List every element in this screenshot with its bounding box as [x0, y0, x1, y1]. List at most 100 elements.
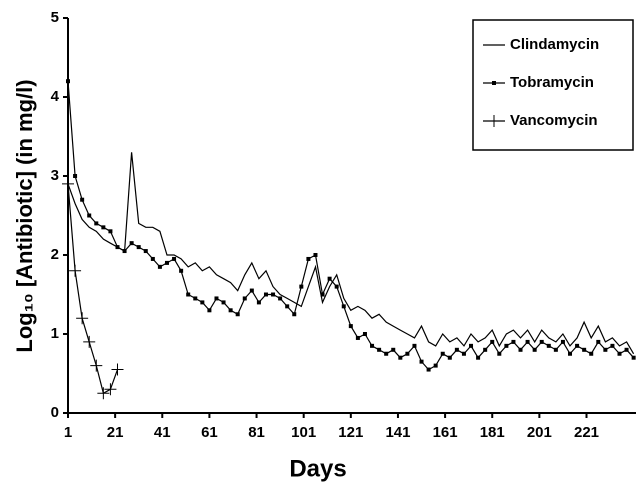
data-point [104, 383, 117, 396]
data-point [370, 343, 375, 348]
data-point [83, 335, 96, 348]
data-point [90, 359, 103, 372]
data-point [334, 284, 339, 289]
data-point [320, 292, 325, 297]
data-point [575, 343, 580, 348]
series-line [67, 183, 119, 395]
y-tick-label: 2 [51, 246, 59, 263]
data-point [447, 355, 452, 360]
data-point [193, 296, 198, 301]
data-point [292, 312, 297, 317]
data-point [129, 241, 134, 246]
data-point [101, 225, 106, 230]
y-axis-label: Log₁₀ [Antibiotic] (in mg/l) [12, 79, 37, 352]
data-point [313, 253, 318, 257]
data-point [461, 351, 466, 356]
x-tick-label: 201 [527, 424, 552, 441]
data-point [553, 347, 558, 352]
data-point [108, 229, 113, 234]
data-point [122, 249, 127, 254]
y-tick-label: 5 [51, 9, 59, 26]
data-point [69, 264, 82, 277]
data-point [596, 339, 601, 344]
data-point [235, 312, 240, 317]
x-tick-label: 101 [291, 424, 316, 441]
legend-label: Clindamycin [510, 36, 599, 53]
data-point [87, 213, 92, 218]
data-point [603, 347, 608, 352]
data-point [179, 268, 184, 273]
data-point [419, 359, 424, 364]
data-point [327, 276, 332, 281]
y-tick-label: 0 [51, 404, 59, 421]
data-point [228, 308, 233, 313]
data-point [164, 260, 169, 265]
data-point [111, 363, 124, 376]
data-point [97, 387, 110, 400]
data-point [66, 79, 70, 84]
data-point [398, 355, 403, 360]
data-point [497, 351, 502, 356]
data-point [476, 355, 481, 360]
data-point [511, 339, 516, 344]
data-point [278, 296, 283, 301]
x-tick-label: 81 [248, 424, 265, 441]
data-point [384, 351, 389, 356]
data-point [391, 347, 396, 352]
x-tick-label: 221 [574, 424, 599, 441]
data-point [518, 347, 523, 352]
data-point [299, 284, 304, 289]
data-point [200, 300, 205, 305]
data-point [568, 351, 573, 356]
data-point [136, 245, 141, 250]
data-point [433, 363, 438, 368]
data-point [249, 288, 254, 293]
data-point [263, 292, 268, 297]
data-point [405, 351, 410, 356]
data-point [73, 174, 78, 178]
data-point [631, 355, 636, 360]
data-point [341, 304, 346, 309]
data-point [469, 343, 474, 348]
data-point [285, 304, 290, 309]
data-point [454, 347, 459, 352]
data-point [172, 256, 177, 261]
data-point [362, 332, 367, 336]
data-point [617, 351, 622, 356]
data-point [532, 347, 537, 352]
data-point [504, 343, 509, 348]
y-tick-label: 1 [51, 325, 59, 342]
series-line [67, 152, 635, 355]
data-point [546, 343, 551, 348]
legend-label: Vancomycin [510, 112, 598, 129]
data-point [610, 343, 615, 348]
x-tick-label: 141 [385, 424, 410, 441]
x-tick-label: 41 [154, 424, 171, 441]
x-tick-label: 21 [107, 424, 124, 441]
legend-marker [492, 81, 496, 85]
data-point [94, 221, 99, 226]
y-tick-label: 3 [51, 167, 59, 184]
y-tick-label: 4 [51, 88, 60, 105]
x-axis-label: Days [289, 455, 346, 482]
data-point [589, 351, 594, 356]
data-point [624, 347, 629, 352]
legend-box [472, 19, 634, 151]
data-point [256, 300, 261, 305]
data-point [207, 308, 212, 313]
x-tick-label: 1 [64, 424, 72, 441]
data-point [150, 256, 155, 261]
x-tick-label: 121 [338, 424, 363, 441]
data-point [377, 347, 382, 352]
data-point [186, 292, 191, 297]
data-point [221, 300, 226, 305]
data-point [62, 177, 74, 190]
data-point [214, 296, 219, 301]
data-point [582, 347, 587, 352]
data-point [80, 197, 85, 202]
data-point [539, 339, 544, 344]
data-point [355, 335, 360, 340]
data-point [157, 264, 162, 269]
data-point [76, 312, 89, 325]
